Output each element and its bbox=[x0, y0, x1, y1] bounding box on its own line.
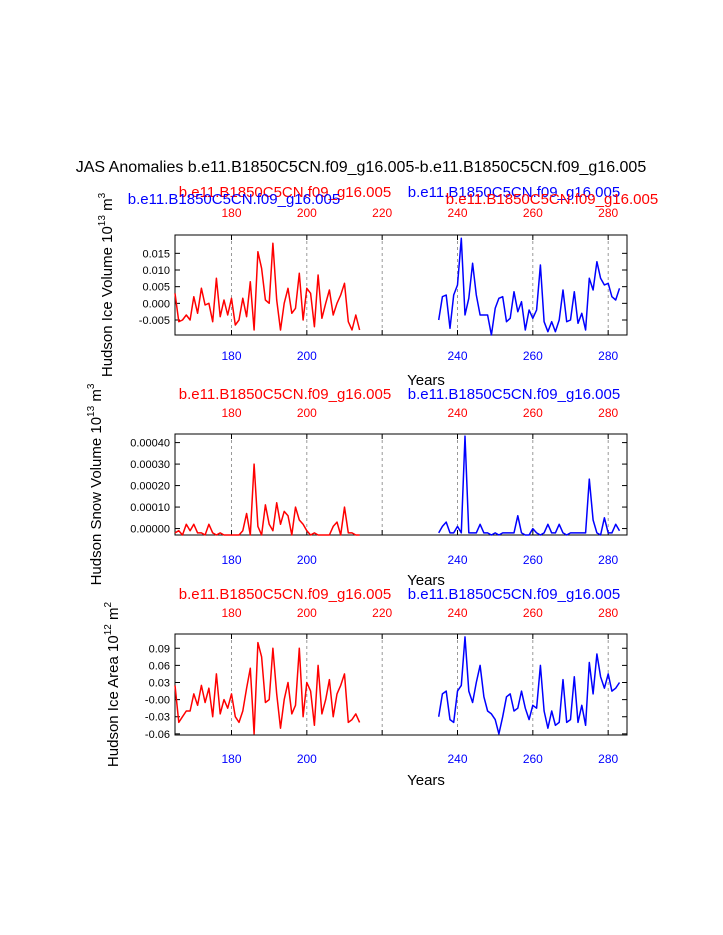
series-line-case1 bbox=[174, 641, 361, 735]
y-tick-label: -0.00 bbox=[145, 695, 170, 707]
y-axis-label: Hudson Ice Area 1012 m2 bbox=[103, 602, 122, 768]
y-axis-label-part: 2 bbox=[103, 602, 114, 608]
y-tick-label: 0.06 bbox=[149, 660, 170, 672]
plot-frame bbox=[174, 633, 628, 736]
y-tick-label: 0.03 bbox=[149, 678, 170, 690]
y-tick-label: 0.00040 bbox=[130, 438, 170, 450]
series-line-case2 bbox=[437, 636, 621, 735]
case-title: b.e11.B1850C5CN.f09_g16.005 bbox=[446, 191, 658, 208]
bottom-x-tick-label: 280 bbox=[598, 349, 618, 363]
top-x-tick-label: 240 bbox=[447, 406, 467, 420]
y-axis-label-part: m bbox=[99, 198, 116, 215]
y-axis-label-part: Hudson Ice Area 10 bbox=[105, 635, 122, 767]
top-x-tick-label: 180 bbox=[221, 206, 241, 220]
case-title: b.e11.B1850C5CN.f09_g16.005 bbox=[408, 386, 620, 403]
y-tick-label: 0.010 bbox=[142, 265, 170, 277]
case-title: b.e11.B1850C5CN.f09_g16.005 bbox=[408, 184, 620, 201]
case-title: b.e11.B1850C5CN.f09_g16.005 bbox=[128, 191, 340, 208]
y-tick-label: -0.03 bbox=[145, 712, 170, 724]
plot-frame bbox=[174, 234, 628, 336]
top-x-tick-label: 240 bbox=[447, 606, 467, 620]
y-axis-label-part: 3 bbox=[97, 192, 108, 198]
y-axis-label-part: 13 bbox=[86, 405, 97, 417]
bottom-x-tick-label: 280 bbox=[598, 752, 618, 766]
bottom-x-tick-label: 240 bbox=[447, 349, 467, 363]
series-line-case2 bbox=[438, 435, 621, 536]
series-line-case2 bbox=[437, 237, 621, 336]
figure-title: JAS Anomalies b.e11.B1850C5CN.f09_g16.00… bbox=[76, 159, 647, 176]
bottom-x-tick-label: 240 bbox=[447, 553, 467, 567]
top-x-tick-label: 180 bbox=[221, 606, 241, 620]
y-tick-label: 0.00030 bbox=[130, 459, 170, 471]
top-x-tick-label: 260 bbox=[523, 406, 543, 420]
top-x-tick-label: 220 bbox=[372, 206, 392, 220]
top-x-tick-label: 260 bbox=[523, 206, 543, 220]
y-tick-label: 0.00010 bbox=[130, 502, 170, 514]
series-line-case1 bbox=[174, 242, 361, 331]
y-axis-label-part: 3 bbox=[86, 383, 97, 389]
chart-panel-2: 0.00000 0.00010 0.00020 0.00030 0.00040 180 20… bbox=[86, 383, 628, 589]
top-x-tick-label: 200 bbox=[297, 406, 317, 420]
top-x-tick-label: 280 bbox=[598, 206, 618, 220]
y-axis-label-part: Hudson Ice Volume 10 bbox=[99, 226, 116, 377]
x-axis-label: Years bbox=[407, 572, 445, 589]
bottom-x-tick-label: 200 bbox=[297, 553, 317, 567]
y-tick-label: 0.09 bbox=[149, 643, 170, 655]
panels: -0.005 0.000 0.005 0.010 0.015 180 200 220 240 26… bbox=[86, 184, 658, 789]
y-axis-label-part: 12 bbox=[103, 624, 114, 636]
case-title: b.e11.B1850C5CN.f09_g16.005 bbox=[179, 386, 391, 403]
bottom-x-tick-label: 260 bbox=[523, 553, 543, 567]
series-line-case1 bbox=[174, 463, 360, 536]
y-axis-label: Hudson Ice Volume 1013 m3 bbox=[97, 192, 116, 377]
x-axis-label: Years bbox=[407, 772, 445, 789]
y-tick-label: 0.005 bbox=[142, 282, 170, 294]
bottom-x-tick-label: 180 bbox=[221, 752, 241, 766]
bottom-x-tick-label: 200 bbox=[297, 349, 317, 363]
case-title: b.e11.B1850C5CN.f09_g16.005 bbox=[179, 586, 391, 603]
case-title: b.e11.B1850C5CN.f09_g16.005 bbox=[179, 184, 391, 201]
plot-frame bbox=[174, 433, 628, 536]
bottom-x-tick-label: 280 bbox=[598, 553, 618, 567]
y-axis-label: Hudson Snow Volume 1013 m3 bbox=[86, 383, 105, 585]
case-title: b.e11.B1850C5CN.f09_g16.005 bbox=[408, 586, 620, 603]
y-tick-label: 0.000 bbox=[142, 298, 170, 310]
y-tick-label: 0.00020 bbox=[130, 481, 170, 493]
y-axis-label-part: m bbox=[88, 389, 105, 406]
top-x-tick-label: 280 bbox=[598, 606, 618, 620]
y-tick-label: 0.015 bbox=[142, 248, 170, 260]
y-axis-label-part: 13 bbox=[97, 215, 108, 227]
y-tick-label: 0.00000 bbox=[130, 524, 170, 536]
y-axis-label-part: Hudson Snow Volume 10 bbox=[88, 417, 105, 585]
top-x-tick-label: 220 bbox=[372, 606, 392, 620]
y-tick-label: -0.005 bbox=[139, 315, 170, 327]
top-x-tick-label: 200 bbox=[297, 206, 317, 220]
bottom-x-tick-label: 260 bbox=[523, 349, 543, 363]
bottom-x-tick-label: 240 bbox=[447, 752, 467, 766]
bottom-x-tick-label: 180 bbox=[221, 553, 241, 567]
top-x-tick-label: 260 bbox=[523, 606, 543, 620]
top-x-tick-label: 240 bbox=[447, 206, 467, 220]
chart-panel-3: -0.06 -0.03 -0.00 0.03 0.06 0.09 180 200 220 240 2… bbox=[103, 586, 628, 789]
y-axis-label-part: m bbox=[105, 608, 122, 625]
top-x-tick-label: 280 bbox=[598, 406, 618, 420]
y-tick-label: -0.06 bbox=[145, 729, 170, 741]
top-x-tick-label: 180 bbox=[221, 406, 241, 420]
bottom-x-tick-label: 200 bbox=[297, 752, 317, 766]
bottom-x-tick-label: 180 bbox=[221, 349, 241, 363]
chart-panel-1: -0.005 0.000 0.005 0.010 0.015 180 200 220 240 26… bbox=[97, 184, 658, 389]
bottom-x-tick-label: 260 bbox=[523, 752, 543, 766]
top-x-tick-label: 200 bbox=[297, 606, 317, 620]
x-axis-label: Years bbox=[407, 372, 445, 389]
